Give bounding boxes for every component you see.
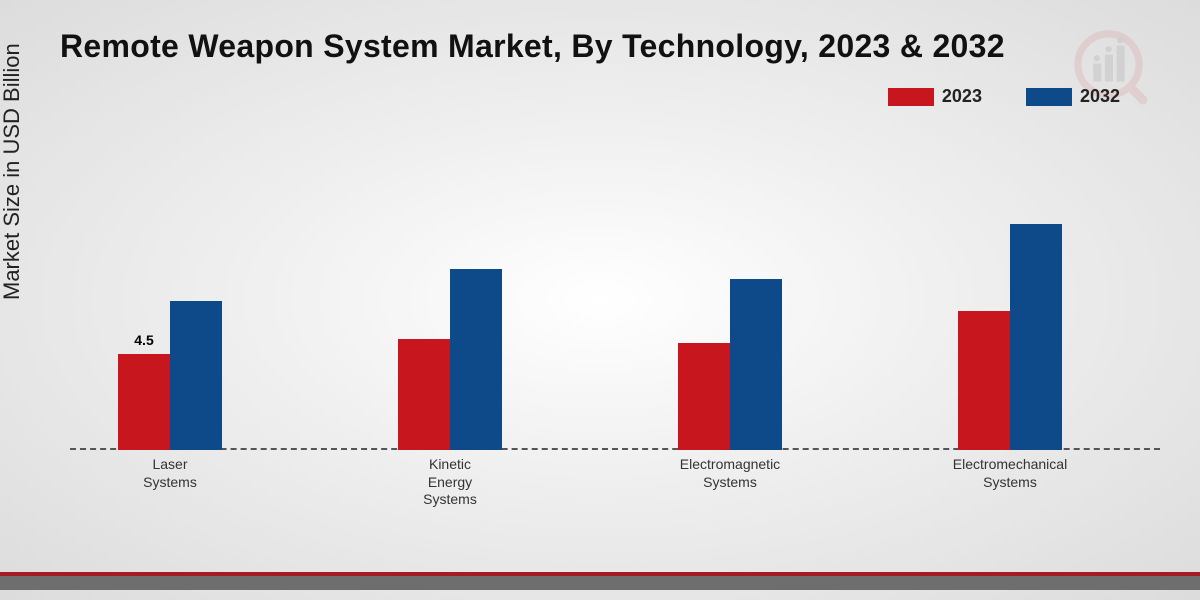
bar: [450, 269, 502, 450]
bar: [1010, 224, 1062, 450]
bar-group: [670, 279, 790, 450]
legend-swatch-2023: [888, 88, 934, 106]
y-axis-label: Market Size in USD Billion: [0, 43, 25, 300]
plot-area: 4.5: [70, 130, 1160, 450]
bar: [398, 339, 450, 450]
x-tick-label: Kinetic Energy Systems: [385, 456, 515, 509]
x-tick-label: Electromechanical Systems: [945, 456, 1075, 491]
bar: 4.5: [118, 354, 170, 450]
chart-title: Remote Weapon System Market, By Technolo…: [60, 28, 1005, 65]
x-axis-labels: Laser Systems Kinetic Energy Systems Elect…: [70, 456, 1160, 516]
legend: 2023 2032: [888, 86, 1120, 107]
legend-label-2023: 2023: [942, 86, 982, 107]
bar: [678, 343, 730, 450]
chart-canvas: Remote Weapon System Market, By Technolo…: [0, 0, 1200, 600]
bar: [958, 311, 1010, 450]
bar-group: [950, 224, 1070, 450]
x-tick-label: Electromagnetic Systems: [665, 456, 795, 491]
x-tick-label: Laser Systems: [105, 456, 235, 491]
footer-bar: [0, 576, 1200, 590]
bar-group: 4.5: [110, 301, 230, 450]
bar-group: [390, 269, 510, 450]
legend-item-2032: 2032: [1026, 86, 1120, 107]
bar-value-label: 4.5: [118, 332, 170, 348]
bar: [730, 279, 782, 450]
legend-label-2032: 2032: [1080, 86, 1120, 107]
legend-item-2023: 2023: [888, 86, 982, 107]
bar: [170, 301, 222, 450]
legend-swatch-2032: [1026, 88, 1072, 106]
